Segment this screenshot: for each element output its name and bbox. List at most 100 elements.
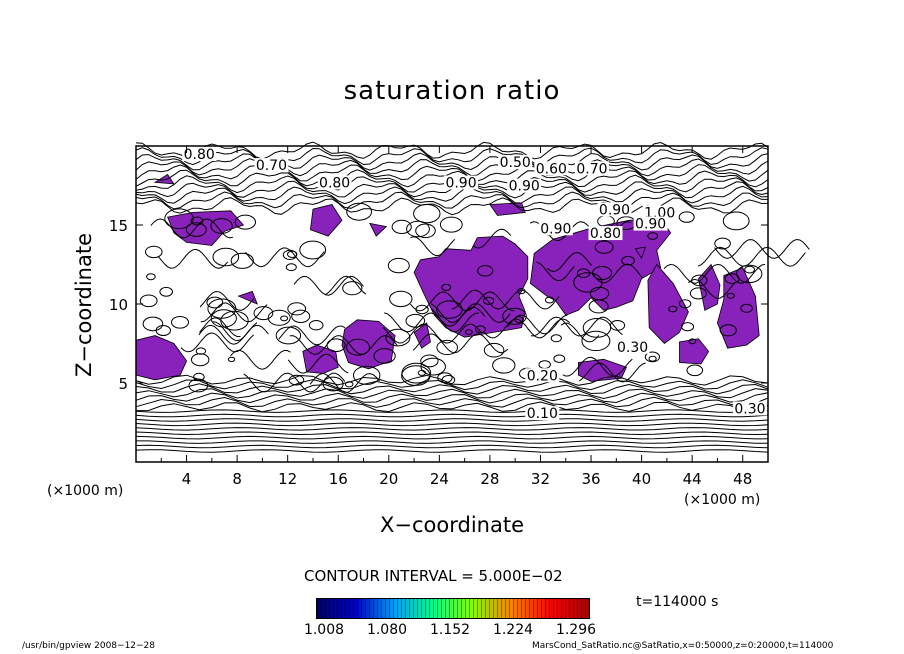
- contour-line: [135, 418, 769, 422]
- contour-line: [744, 265, 755, 274]
- contour-line: [135, 152, 769, 171]
- contour-line: [384, 312, 480, 333]
- contour-line: [139, 294, 158, 308]
- contour-line: [719, 324, 737, 337]
- contour-line: [391, 219, 412, 234]
- contour-line: [135, 169, 769, 188]
- x-tick-label: 16: [329, 470, 348, 488]
- contour-line: [135, 141, 769, 160]
- contour-line: [736, 264, 763, 284]
- contour-label-bg: [597, 202, 632, 217]
- colorbar: [316, 598, 590, 619]
- contour-line: [544, 296, 555, 304]
- contour-line: [688, 278, 737, 299]
- x-tick-label: 4: [182, 470, 192, 488]
- contour-line: [198, 324, 269, 345]
- x-tick-label: 32: [531, 470, 550, 488]
- contour-line: [714, 238, 810, 259]
- x-tick-label: 8: [232, 470, 242, 488]
- chart-title: saturation ratio: [343, 76, 561, 106]
- contour-line: [324, 275, 367, 296]
- supersaturated-region: [716, 267, 760, 349]
- contour-label-bg: [182, 147, 217, 162]
- supersaturated-region: [135, 335, 188, 381]
- contour-line: [135, 379, 769, 391]
- contour-line: [289, 335, 398, 356]
- contour-label: 0.90: [445, 176, 476, 192]
- contour-line: [171, 316, 189, 329]
- x-tick-label: 36: [581, 470, 600, 488]
- contour-label-bg: [642, 205, 677, 220]
- contour-line: [346, 338, 370, 356]
- contour-line: [308, 320, 324, 331]
- colorbar-tick-label: 1.008: [303, 622, 345, 638]
- contour-label-group: 0.800.700.800.50 0.60 0.700.90 0.900.90 1.00…: [182, 147, 767, 422]
- contour-line: [648, 355, 657, 362]
- contour-line: [136, 440, 769, 444]
- contour-label: 0.20: [527, 368, 558, 384]
- contour-label: 0.80: [319, 176, 350, 192]
- contour-line: [309, 372, 380, 393]
- contour-line: [135, 427, 769, 431]
- contour-line: [412, 333, 509, 354]
- colorbar-tick-label: 1.296: [555, 622, 597, 638]
- contour-label-bg: [732, 401, 767, 416]
- contour-line: [581, 330, 611, 352]
- contour-line: [299, 240, 327, 260]
- colorbar-tick-label: 1.080: [366, 622, 408, 638]
- x-tick-label: 28: [480, 470, 499, 488]
- contour-line: [150, 218, 233, 239]
- x-axis-label: X−coordinate: [380, 513, 524, 537]
- colorbar-tick-label: 1.152: [429, 622, 471, 638]
- contour-label: 0.50: [500, 155, 531, 171]
- x-unit-label-right: (×1000 m): [684, 492, 761, 508]
- contour-line: [288, 374, 305, 386]
- contour-line: [441, 375, 456, 385]
- contour-label-bg: [507, 178, 542, 193]
- contour-label: 0.30: [734, 401, 765, 417]
- contour-line: [199, 290, 255, 311]
- contour-line: [135, 435, 769, 440]
- y-tick-label: 5: [118, 375, 128, 393]
- contour-line: [609, 320, 626, 331]
- contour-line: [230, 252, 254, 269]
- contour-line: [322, 376, 344, 392]
- contour-line: [562, 356, 633, 377]
- contour-line: [135, 431, 769, 436]
- contour-line: [406, 220, 430, 238]
- contour-line: [135, 396, 769, 408]
- contour-line: [146, 273, 156, 281]
- contour-line: [135, 383, 769, 395]
- contour-line: [451, 289, 560, 310]
- contour-line: [135, 185, 769, 205]
- contour-line: [185, 222, 207, 237]
- contour-line: [159, 286, 173, 297]
- contour-line: [689, 287, 707, 300]
- supersaturated-region: [302, 344, 339, 374]
- contour-line: [135, 413, 769, 418]
- contour-line: [678, 299, 692, 309]
- contour-line: [401, 365, 431, 386]
- contour-line: [135, 191, 768, 210]
- contour-label: 0.30: [617, 340, 648, 356]
- contour-line: [647, 232, 659, 240]
- supersaturated-region: [413, 235, 529, 338]
- contour-label: 0.90: [509, 179, 540, 195]
- contour-label-bg: [444, 175, 479, 190]
- contour-line: [346, 202, 373, 221]
- contour-line: [155, 325, 172, 336]
- x-tick-label: 44: [683, 470, 702, 488]
- contour-line: [409, 291, 515, 312]
- contour-line: [484, 318, 571, 339]
- contour-interval-label: CONTOUR INTERVAL = 5.000E−02: [304, 567, 563, 585]
- contour-line: [740, 303, 753, 313]
- contour-line: [199, 317, 241, 338]
- contour-line: [373, 348, 396, 364]
- contour-line: [492, 357, 516, 374]
- contour-line: [145, 245, 163, 259]
- contour-line: [245, 247, 325, 268]
- contour-line: [688, 338, 697, 345]
- contour-line: [477, 265, 494, 277]
- contour-line: [663, 263, 766, 284]
- contour-line: [678, 211, 695, 223]
